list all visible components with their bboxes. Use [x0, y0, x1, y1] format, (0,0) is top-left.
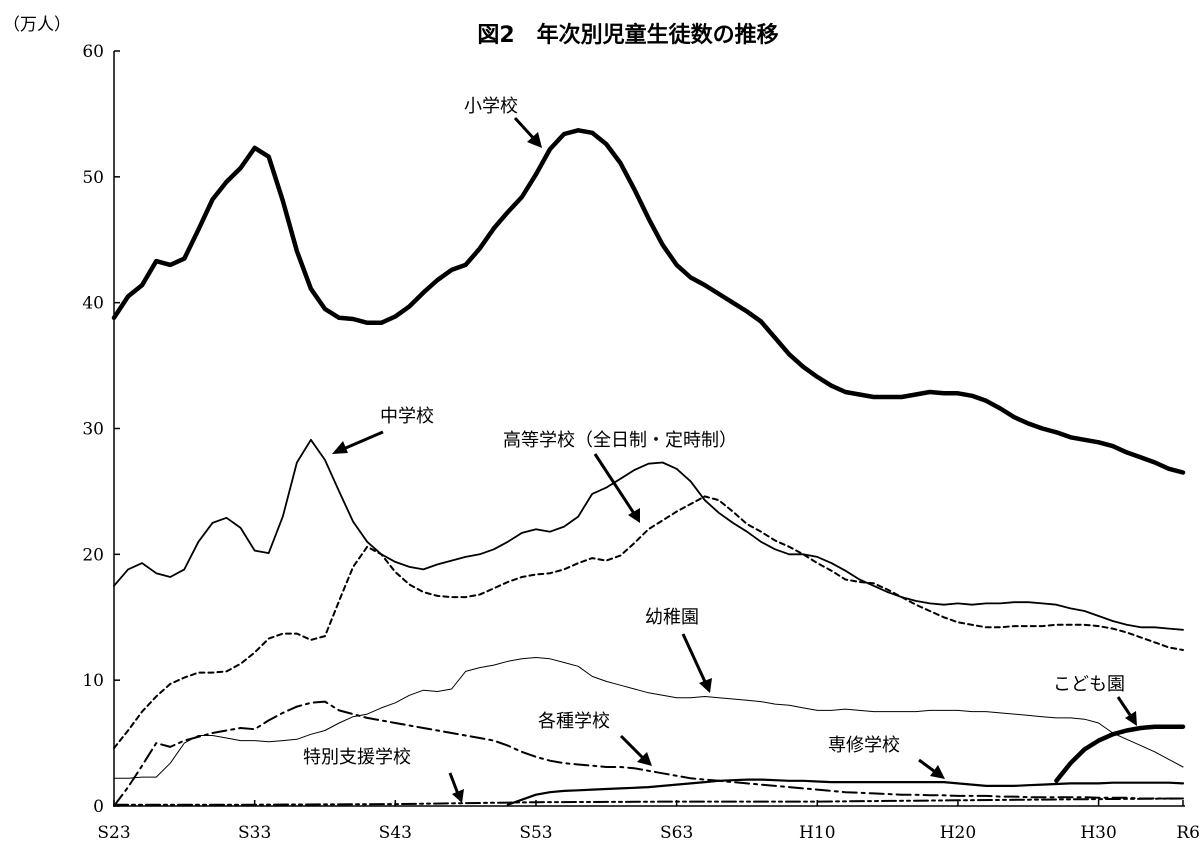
y-axis-unit: （万人） — [3, 15, 71, 35]
arrow-misc-schools — [619, 734, 652, 766]
y-tick-label: 0 — [93, 797, 104, 817]
series-label-misc-schools: 各種学校 — [538, 711, 610, 732]
series-elementary — [111, 128, 1186, 475]
series-junior-high — [113, 438, 1184, 631]
y-tick-label: 40 — [82, 294, 104, 314]
series-lines — [111, 128, 1186, 807]
arrow-high-school — [593, 453, 640, 523]
y-tick-label: 50 — [82, 168, 104, 188]
x-tick-label: S23 — [97, 823, 130, 843]
series-kindergarten — [113, 657, 1184, 779]
series-label-kindergarten: 幼稚園 — [645, 607, 699, 628]
y-ticks: 0 10 20 30 40 50 60 — [82, 42, 120, 817]
x-tick-label: H10 — [799, 823, 835, 843]
series-label-high-school: 高等学校（全日制・定時制） — [503, 430, 737, 451]
x-ticks: S23 S33 S43 S53 S63 H10 H20 H30 R6 — [97, 800, 1200, 843]
y-tick-label: 10 — [82, 671, 104, 691]
x-tick-label: R6 — [1176, 823, 1200, 843]
series-special-support — [113, 797, 1184, 806]
y-tick-label: 30 — [82, 420, 104, 440]
series-label-vocational: 専修学校 — [828, 735, 900, 756]
series-high-school — [113, 495, 1184, 750]
x-tick-label: S53 — [519, 823, 552, 843]
x-tick-label: S43 — [379, 823, 412, 843]
series-label-special-support: 特別支援学校 — [303, 747, 411, 768]
x-tick-label: H30 — [1080, 823, 1116, 843]
x-tick-label: S63 — [660, 823, 693, 843]
series-label-junior-high: 中学校 — [380, 406, 434, 427]
series-label-kodomoen: こども園 — [1053, 674, 1125, 695]
arrow-kodomoen — [1116, 696, 1137, 726]
arrow-special-support — [448, 772, 464, 803]
y-tick-label: 60 — [82, 42, 104, 62]
arrow-kindergarten — [681, 633, 712, 693]
series-kodomoen — [1054, 724, 1186, 784]
y-tick-label: 20 — [82, 545, 104, 565]
arrow-vocational — [918, 758, 945, 779]
arrow-junior-high — [332, 430, 384, 454]
x-tick-label: S33 — [238, 823, 271, 843]
annotation-arrows — [332, 116, 1137, 803]
series-misc-schools — [113, 700, 1184, 807]
series-vocational — [506, 778, 1185, 806]
chart-title: 図2 年次別児童生徒数の推移 — [477, 22, 778, 48]
series-label-elementary: 小学校 — [464, 96, 518, 117]
arrow-elementary — [513, 116, 542, 148]
x-tick-label: H20 — [940, 823, 976, 843]
